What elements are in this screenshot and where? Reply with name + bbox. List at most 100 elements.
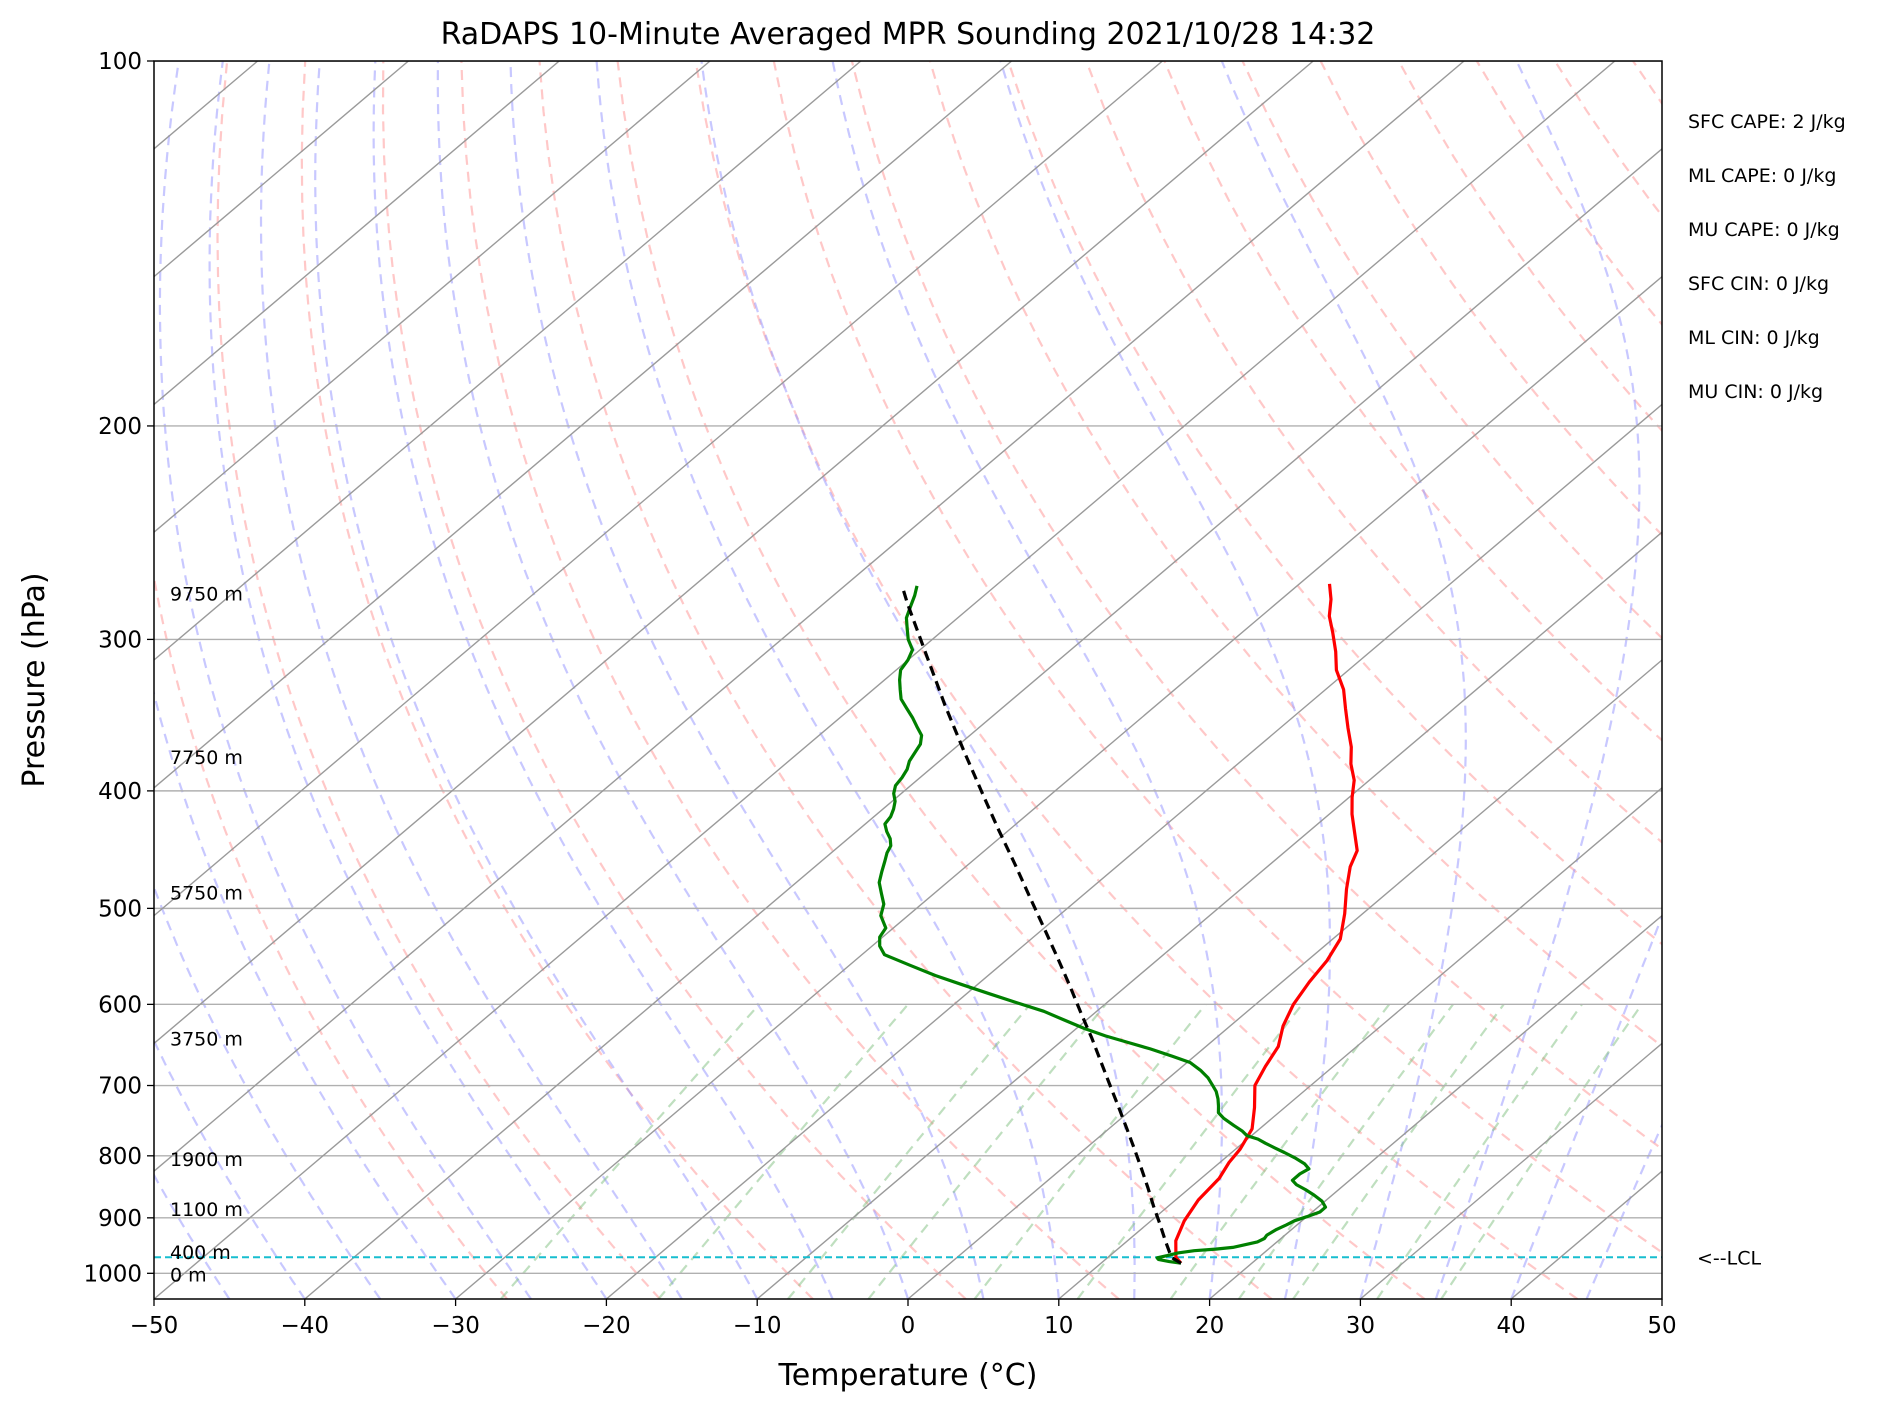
dry-adiabat	[154, 571, 508, 1299]
stat-line: MU CIN: 0 J/kg	[1688, 381, 1823, 403]
x-tick-label: 0	[901, 1313, 916, 1339]
y-tick-label: 600	[98, 992, 142, 1018]
y-tick-label: 900	[98, 1206, 142, 1232]
isotherm-line	[154, 61, 1314, 1045]
stat-line: MU CAPE: 0 J/kg	[1688, 219, 1840, 241]
stat-line: SFC CAPE: 2 J/kg	[1688, 111, 1846, 133]
mixing-ratio-line	[1292, 1003, 1505, 1299]
x-tick-label: 40	[1497, 1313, 1526, 1339]
moist-adiabat	[314, 61, 759, 1299]
moist-adiabat	[158, 61, 532, 1299]
y-tick-label: 700	[98, 1074, 142, 1100]
isotherm-line	[154, 61, 1465, 1173]
dry-adiabat	[300, 61, 814, 1299]
mixing-ratio-line	[867, 1003, 1107, 1299]
x-tick-label: −50	[130, 1313, 179, 1339]
isotherm-line	[304, 147, 1662, 1299]
height-label: 3750 m	[170, 1028, 243, 1050]
height-labels: 9750 m 7750 m 5750 m 3750 m 1900 m 1100 m 400 …	[170, 584, 243, 1287]
mixing-ratio-lines	[500, 1003, 1643, 1299]
y-tick-label: 500	[98, 896, 142, 922]
moist-adiabat	[154, 689, 457, 1299]
lcl-label: <--LCL	[1697, 1247, 1761, 1269]
isotherm-line	[756, 531, 1662, 1299]
y-tick-label: 800	[98, 1144, 142, 1170]
isotherm-line	[154, 61, 1013, 789]
stat-line: ML CAPE: 0 J/kg	[1688, 165, 1836, 187]
x-tick-label: −20	[582, 1313, 631, 1339]
isotherm-gridlines	[154, 61, 1662, 1299]
height-label: 400 m	[170, 1242, 231, 1264]
temperature-line	[1174, 583, 1359, 1265]
mixing-ratio-line	[500, 1003, 760, 1299]
dry-adiabat	[460, 61, 1120, 1299]
y-tick-label: 1000	[83, 1261, 142, 1287]
height-label: 5750 m	[170, 882, 243, 904]
height-label: 1100 m	[170, 1199, 243, 1221]
y-tick-label: 200	[98, 414, 142, 440]
dry-adiabat	[694, 61, 1579, 1299]
isotherm-line	[154, 61, 1616, 1299]
moist-adiabat	[154, 1038, 306, 1299]
x-tick-label: −40	[281, 1313, 330, 1339]
moist-adiabat	[700, 61, 1136, 1299]
y-axis-label: Pressure (hPa)	[17, 572, 52, 787]
mixing-ratio-line	[973, 1003, 1207, 1299]
mixing-ratio-line	[1440, 1003, 1643, 1299]
height-label: 9750 m	[170, 584, 243, 606]
moist-adiabat	[1585, 1122, 1662, 1299]
y-tick-label: 100	[98, 49, 142, 75]
moist-adiabat	[208, 61, 608, 1299]
isotherm-line	[907, 659, 1662, 1299]
mixing-ratio-line	[1076, 1003, 1303, 1299]
mixing-ratio-line	[1169, 1003, 1390, 1299]
moist-adiabats	[154, 61, 1662, 1299]
height-label: 0 m	[170, 1264, 207, 1286]
x-tick-label: 50	[1647, 1313, 1676, 1339]
moist-adiabat	[1220, 61, 1467, 1299]
x-tick-label: 10	[1044, 1313, 1073, 1339]
stat-line: SFC CIN: 0 J/kg	[1688, 273, 1829, 295]
dry-adiabat	[216, 61, 661, 1299]
x-axis-ticks: −50 −40 −30 −20 −10 0 10 20 30 40 50	[130, 1299, 1677, 1339]
moist-adiabat	[259, 61, 683, 1299]
dry-adiabat	[538, 61, 1273, 1299]
x-tick-label: 20	[1195, 1313, 1224, 1339]
isotherm-line	[154, 61, 409, 278]
dry-adiabat	[1241, 61, 1662, 640]
moist-adiabat	[1434, 61, 1641, 1299]
stat-line: ML CIN: 0 J/kg	[1688, 327, 1820, 349]
x-axis-label: Temperature (°C)	[778, 1358, 1038, 1393]
dry-adiabat	[1163, 61, 1662, 742]
isotherm-line	[154, 61, 1163, 917]
moist-adiabat	[154, 884, 382, 1299]
dry-adiabat	[1007, 61, 1662, 946]
height-label: 7750 m	[170, 747, 243, 769]
plot-area	[154, 61, 1662, 1299]
isotherm-line	[455, 275, 1662, 1299]
isotherm-line	[154, 61, 711, 534]
moist-adiabat	[372, 61, 834, 1299]
height-label: 1900 m	[170, 1149, 243, 1171]
isotherm-line	[154, 61, 560, 406]
moist-adiabat	[436, 61, 910, 1299]
isotherm-line	[1209, 914, 1662, 1299]
moist-adiabat	[831, 61, 1223, 1299]
stability-indices: SFC CAPE: 2 J/kg ML CAPE: 0 J/kg MU CAPE: …	[1688, 111, 1846, 403]
mixing-ratio-line	[1237, 1003, 1454, 1299]
dry-adiabat	[772, 61, 1662, 1254]
y-axis-ticks: 100 200 300 400 500 600 700 800 900 1000	[83, 49, 154, 1287]
moist-adiabat	[999, 61, 1332, 1299]
y-tick-label: 400	[98, 779, 142, 805]
isobar-gridlines	[154, 61, 1662, 1275]
chart-title: RaDAPS 10-Minute Averaged MPR Sounding 2…	[441, 17, 1376, 52]
mixing-ratio-line	[1376, 1003, 1583, 1299]
isotherm-line	[1359, 1042, 1662, 1299]
x-tick-label: −10	[733, 1313, 782, 1339]
dry-adiabat	[850, 61, 1662, 1151]
x-tick-label: −30	[431, 1313, 480, 1339]
y-tick-label: 300	[98, 627, 142, 653]
moist-adiabat	[509, 61, 985, 1299]
